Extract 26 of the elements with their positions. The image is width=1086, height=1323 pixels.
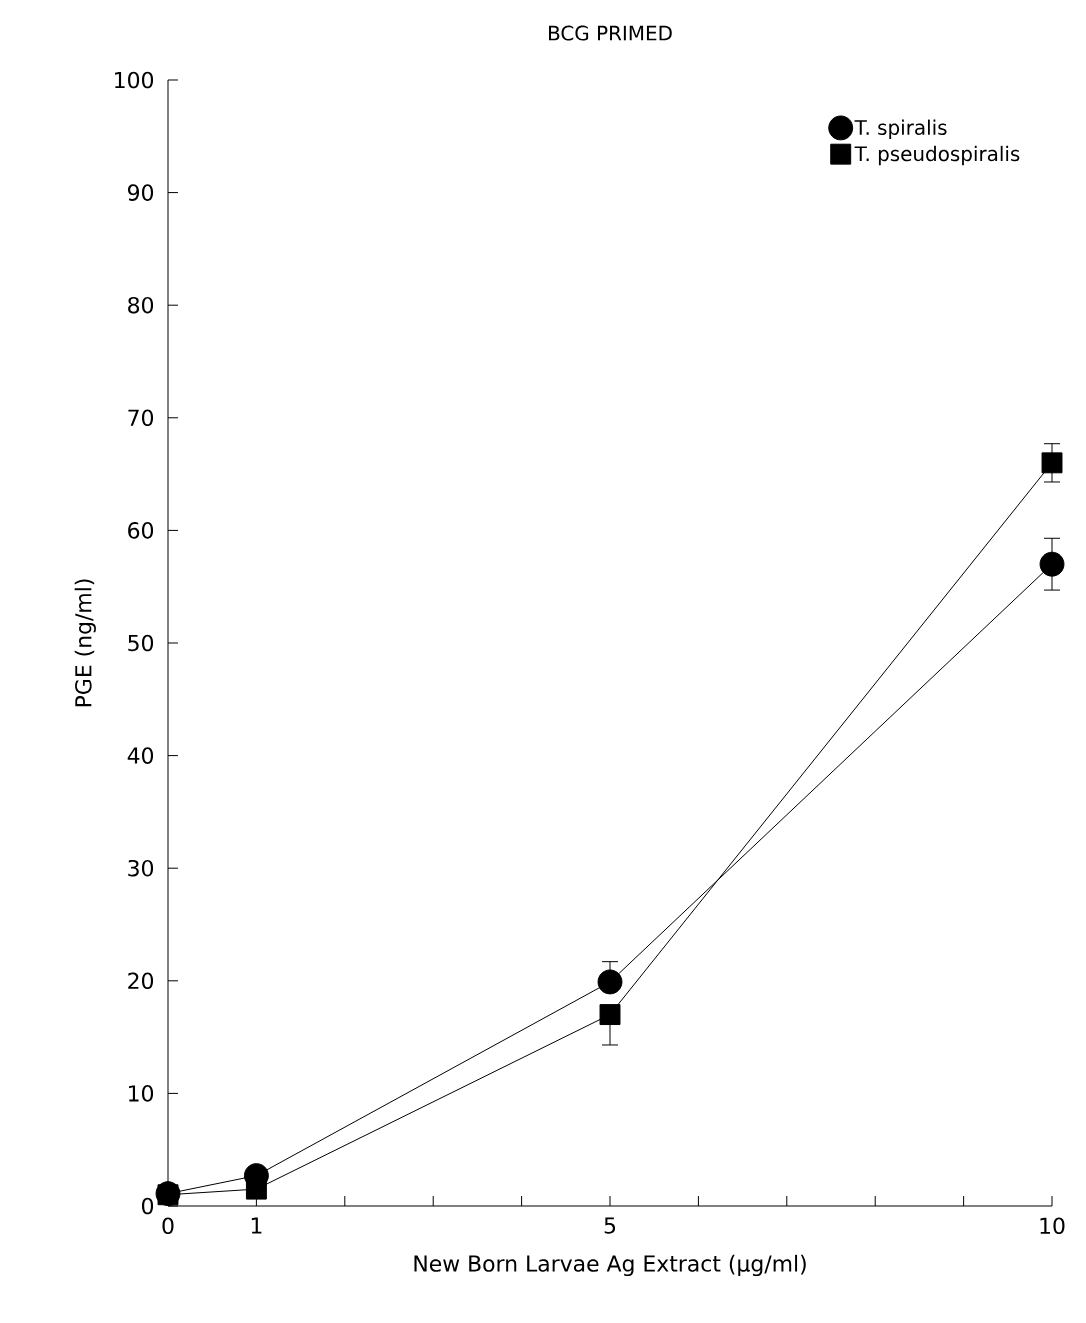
y-tick-label: 20	[128, 972, 154, 990]
point	[1041, 452, 1063, 474]
y-tick-label: 0	[142, 1197, 154, 1215]
y-tick-label: 90	[128, 184, 154, 201]
x-tick-label: 10	[1040, 1217, 1065, 1235]
y-tick-label: 70	[128, 409, 154, 427]
y-tick-label: 30	[128, 859, 154, 877]
y-tick-label: 40	[127, 747, 154, 764]
point	[599, 1004, 621, 1026]
x-tick-label: 5	[604, 1217, 616, 1234]
point	[1039, 551, 1065, 577]
y-axis-title: PGE (ng/ml)	[74, 579, 96, 707]
legend-label: T. spiralis	[854, 119, 947, 139]
y-tick-label: 50	[128, 634, 154, 652]
point	[157, 1184, 179, 1206]
legend-label: T. pseudospiralis	[854, 145, 1020, 166]
y-tick-label: 10	[129, 1085, 154, 1102]
x-tick-label: 0	[162, 1217, 174, 1235]
point	[597, 969, 623, 995]
y-tick-label: 60	[128, 522, 154, 539]
y-tick-label: 80	[128, 296, 154, 314]
x-tick-label: 1	[251, 1217, 262, 1234]
chart-title: BCG PRIMED	[549, 25, 672, 41]
x-axis-title: New Born Larvae Ag Extract (μg/ml)	[414, 1254, 806, 1277]
y-tick-label: 100	[115, 71, 154, 89]
point	[245, 1178, 267, 1200]
